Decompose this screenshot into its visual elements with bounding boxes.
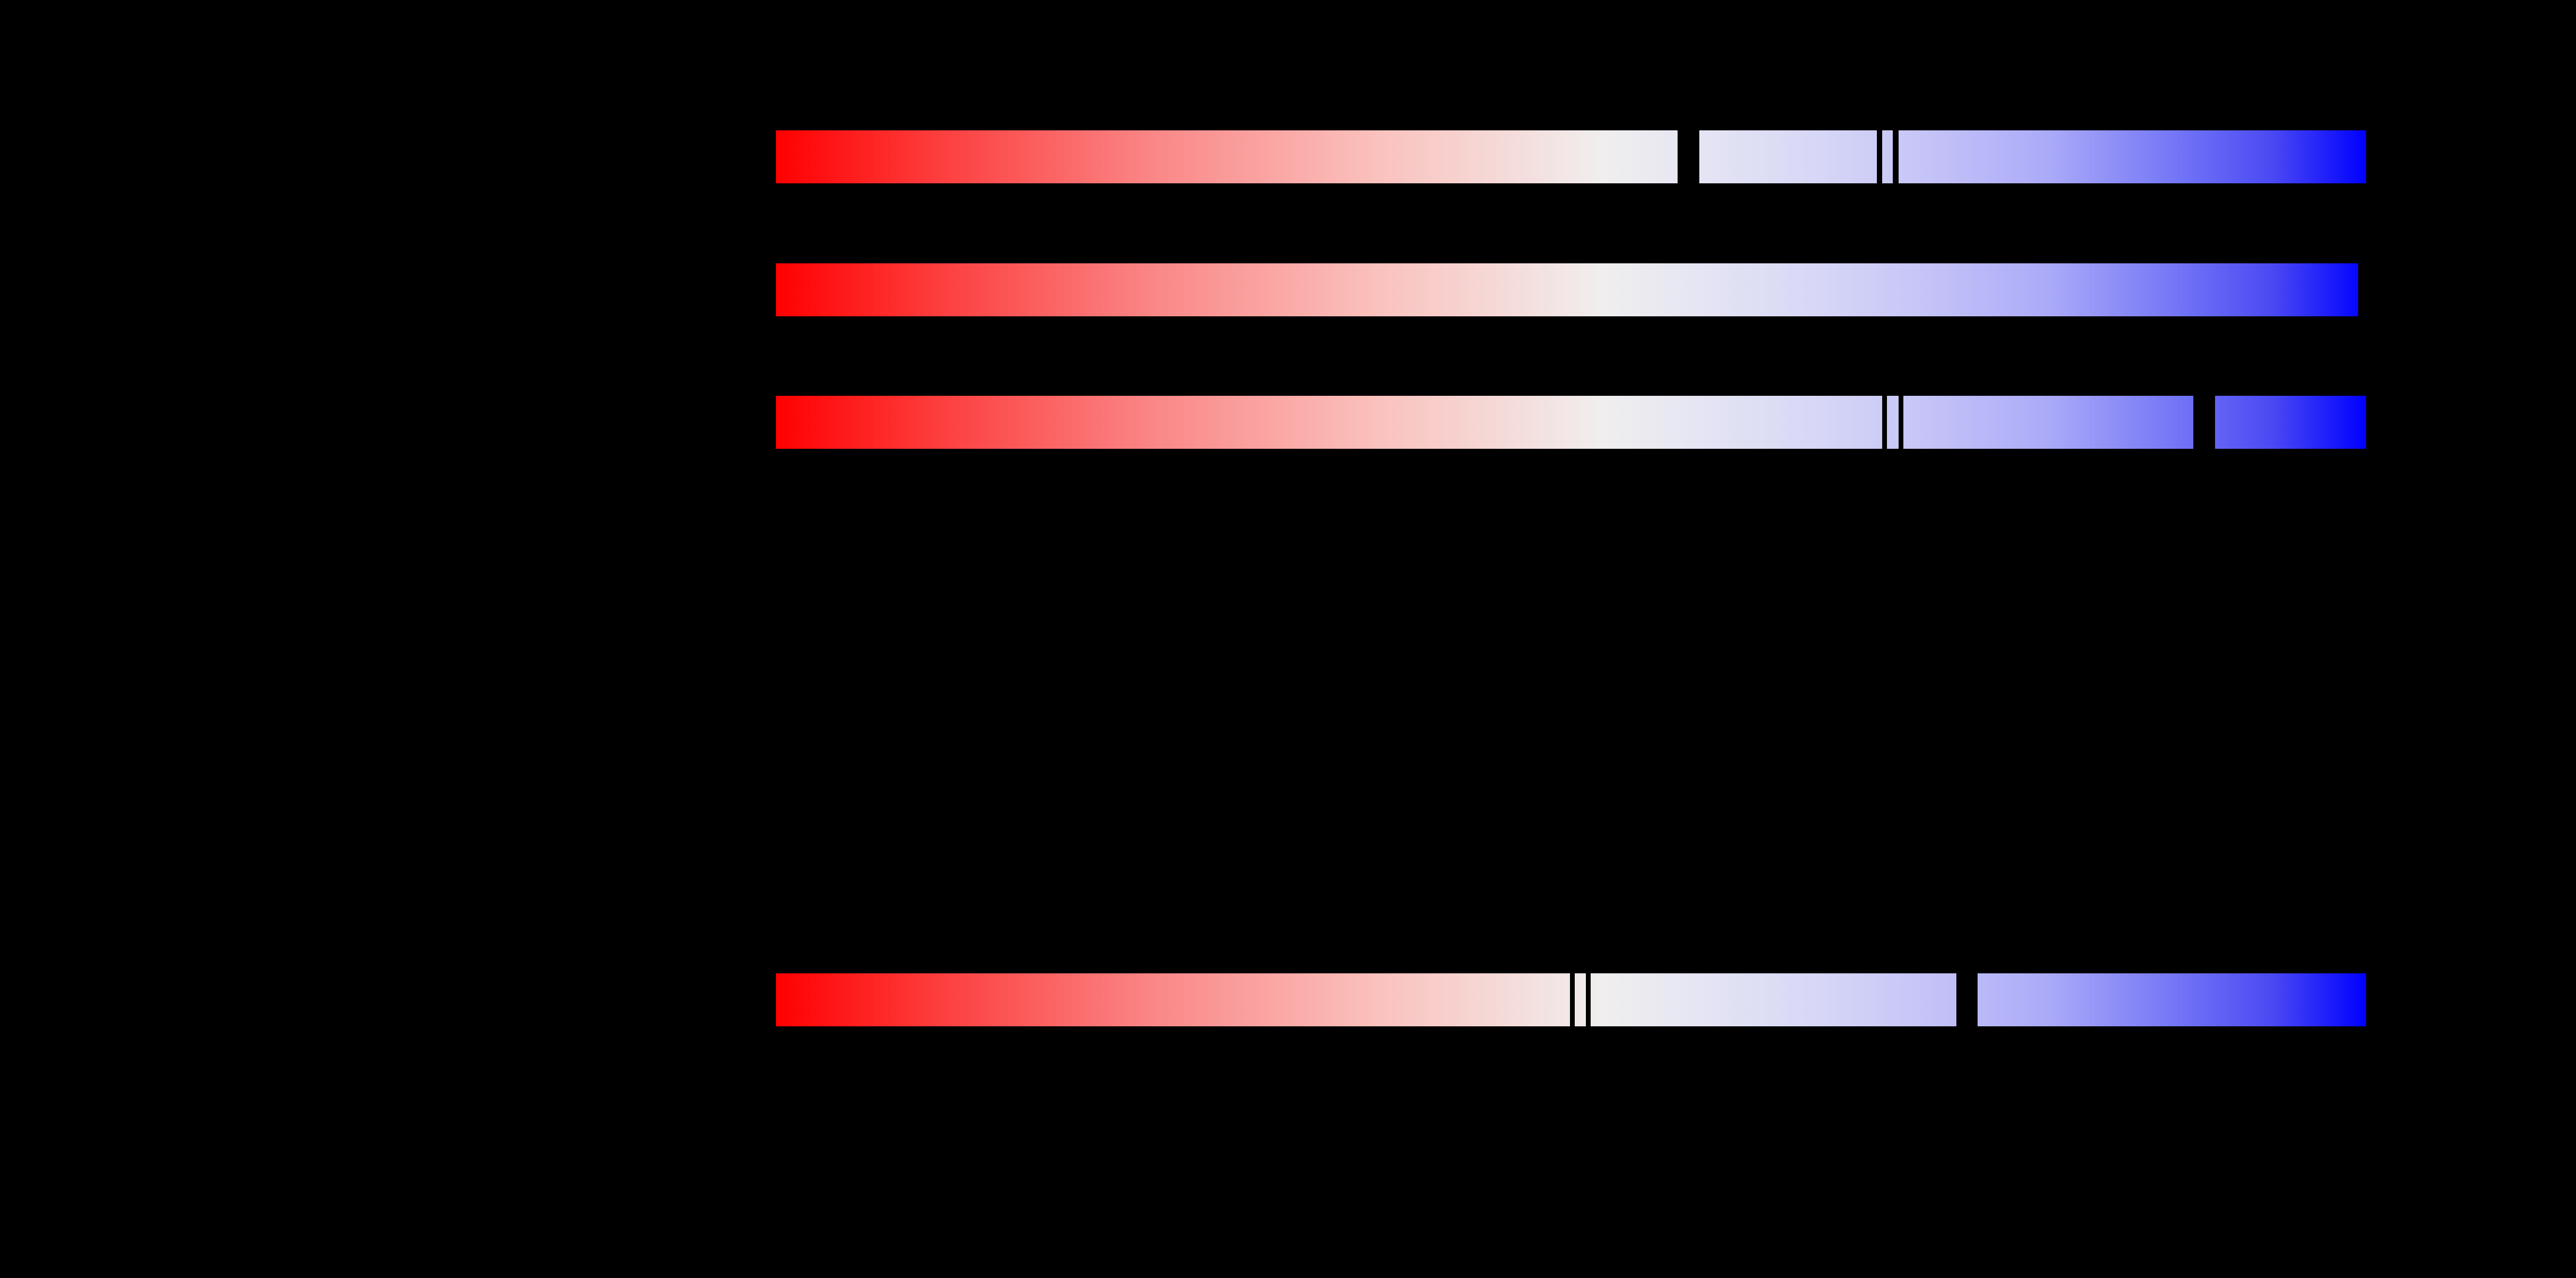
strip-3-segment xyxy=(2215,396,2366,449)
strip-3-segment xyxy=(1887,396,1899,449)
strip-4-lane xyxy=(0,973,2576,1026)
strip-3-segment xyxy=(1903,396,2193,449)
strip-1-lane xyxy=(0,130,2576,183)
strip-3-segment xyxy=(776,396,1882,449)
strip-1-segment xyxy=(1882,130,1893,183)
strip-2-lane xyxy=(0,263,2576,316)
strip-2-segment xyxy=(776,263,2358,316)
strip-1-segment xyxy=(1899,130,2366,183)
strip-3-lane xyxy=(0,396,2576,449)
strip-1-segment xyxy=(1699,130,1877,183)
strip-4-segment xyxy=(1978,973,2366,1026)
strip-1-segment xyxy=(776,130,1678,183)
strip-4-segment xyxy=(776,973,1570,1026)
strip-4-segment xyxy=(1575,973,1586,1026)
strip-4-segment xyxy=(1591,973,1956,1026)
